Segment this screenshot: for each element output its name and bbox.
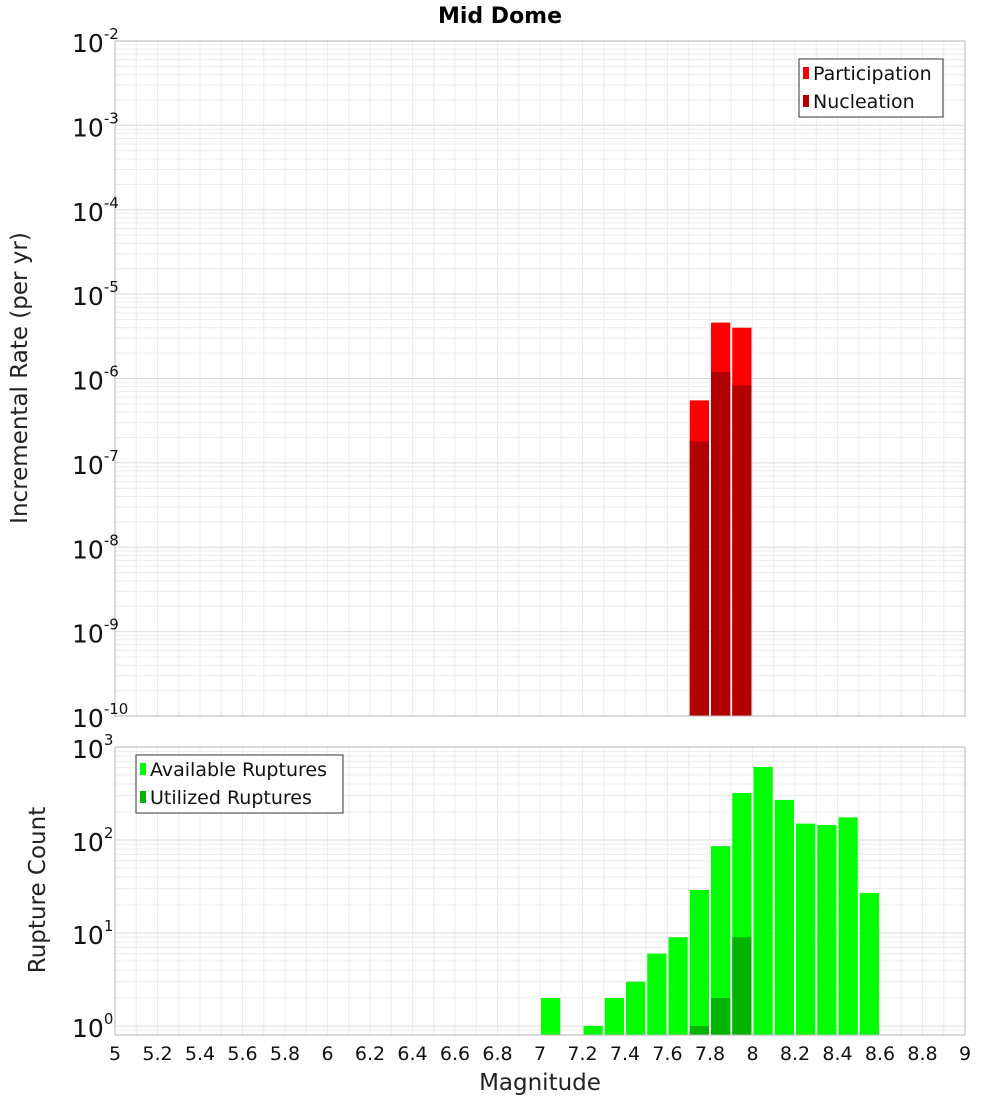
top-y-tick-label: 10-6 xyxy=(72,363,119,396)
x-tick-label: 6.6 xyxy=(440,1043,470,1065)
bottom-series-1 xyxy=(689,937,752,1035)
top-y-tick-label: 10-10 xyxy=(72,700,128,733)
x-tick-label: 8.6 xyxy=(865,1043,895,1065)
x-tick-label: 6.8 xyxy=(482,1043,512,1065)
bottom-bar xyxy=(774,799,794,1035)
top-gridlines xyxy=(114,40,966,717)
x-tick-label: 8.8 xyxy=(907,1043,937,1065)
bottom-bar xyxy=(817,824,837,1035)
x-tick-label: 5 xyxy=(109,1043,121,1065)
top-bar xyxy=(732,385,752,716)
top-legend-label: Nucleation xyxy=(813,91,915,113)
x-tick-label: 5.2 xyxy=(142,1043,172,1065)
x-tick-label: 8 xyxy=(746,1043,758,1065)
x-tick-label: 8.4 xyxy=(822,1043,852,1065)
top-y-tick-label: 10-5 xyxy=(72,278,119,311)
bottom-y-axis-label: Rupture Count xyxy=(25,807,51,973)
x-tick-label: 9 xyxy=(959,1043,971,1065)
bottom-legend-swatch xyxy=(140,763,146,775)
bottom-bar xyxy=(838,817,858,1035)
bottom-bar xyxy=(604,997,624,1035)
bottom-plot-border xyxy=(114,746,966,1036)
top-y-tick-label: 10-8 xyxy=(72,531,119,564)
bottom-series-0 xyxy=(541,766,879,1035)
bottom-bar xyxy=(583,1025,603,1035)
bottom-y-tick-label: 103 xyxy=(72,731,113,764)
x-tick-label: 6.2 xyxy=(355,1043,385,1065)
bottom-bar xyxy=(732,937,752,1035)
top-panel: 10-10 10-9 10-8 10-7 10-6 10-5 10-4 10-3 10-2 Par… xyxy=(72,25,966,733)
bottom-legend-swatch xyxy=(140,791,146,803)
bottom-bar xyxy=(689,1025,709,1035)
chart-title: Mid Dome xyxy=(438,4,562,29)
top-y-tick-label: 10-9 xyxy=(72,616,119,649)
bottom-legend: Available Ruptures Utilized Ruptures xyxy=(135,754,344,814)
top-legend-label: Participation xyxy=(813,63,932,85)
x-tick-label: 5.4 xyxy=(185,1043,215,1065)
top-legend: Participation Nucleation xyxy=(798,58,944,118)
top-y-tick-label: 10-2 xyxy=(72,25,119,58)
bottom-bar xyxy=(626,981,646,1035)
top-y-tick-label: 10-7 xyxy=(72,447,119,480)
top-plot-border xyxy=(114,40,966,717)
bottom-x-tick-labels: 5 5.2 5.4 5.6 5.8 6 6.2 6.4 6.6 6.8 7 7.2 7.4 7.6 7.8 8… xyxy=(109,1043,971,1065)
x-tick-label: 7 xyxy=(534,1043,546,1065)
top-y-axis-label: Incremental Rate (per yr) xyxy=(7,232,33,524)
top-legend-swatch xyxy=(803,95,809,107)
x-axis-label: Magnitude xyxy=(479,1070,601,1096)
bottom-bar xyxy=(689,889,709,1035)
bottom-y-tick-labels: 100 101 102 103 xyxy=(72,731,113,1043)
bottom-bar xyxy=(647,953,667,1035)
bottom-bar xyxy=(711,846,731,1035)
bottom-y-tick-label: 102 xyxy=(72,824,113,857)
x-tick-label: 5.6 xyxy=(227,1043,257,1065)
top-bar xyxy=(711,371,731,716)
top-legend-swatch xyxy=(803,67,809,79)
bottom-bar xyxy=(541,997,561,1035)
bottom-y-tick-label: 101 xyxy=(72,917,113,950)
top-y-tick-label: 10-3 xyxy=(72,109,119,142)
x-tick-label: 7.6 xyxy=(652,1043,682,1065)
bottom-y-tick-label: 100 xyxy=(72,1010,113,1043)
bottom-legend-label: Utilized Ruptures xyxy=(150,787,312,809)
top-series-1 xyxy=(689,371,752,716)
x-tick-label: 6.4 xyxy=(397,1043,427,1065)
bottom-bar xyxy=(753,766,773,1035)
bottom-bar xyxy=(796,823,816,1035)
bottom-legend-label: Available Ruptures xyxy=(150,759,327,781)
x-tick-label: 6 xyxy=(321,1043,333,1065)
top-legend-box xyxy=(798,58,944,118)
bottom-bar xyxy=(859,892,879,1035)
top-bar xyxy=(689,441,709,716)
top-y-tick-labels: 10-10 10-9 10-8 10-7 10-6 10-5 10-4 10-3 10-2 xyxy=(72,25,128,733)
x-tick-label: 7.8 xyxy=(695,1043,725,1065)
x-tick-label: 8.2 xyxy=(780,1043,810,1065)
x-tick-label: 7.2 xyxy=(567,1043,597,1065)
x-tick-label: 5.8 xyxy=(270,1043,300,1065)
bottom-bar xyxy=(711,997,731,1035)
bottom-legend-box xyxy=(135,754,344,814)
top-y-tick-label: 10-4 xyxy=(72,194,119,227)
x-tick-label: 7.4 xyxy=(610,1043,640,1065)
bottom-bar xyxy=(668,937,688,1035)
